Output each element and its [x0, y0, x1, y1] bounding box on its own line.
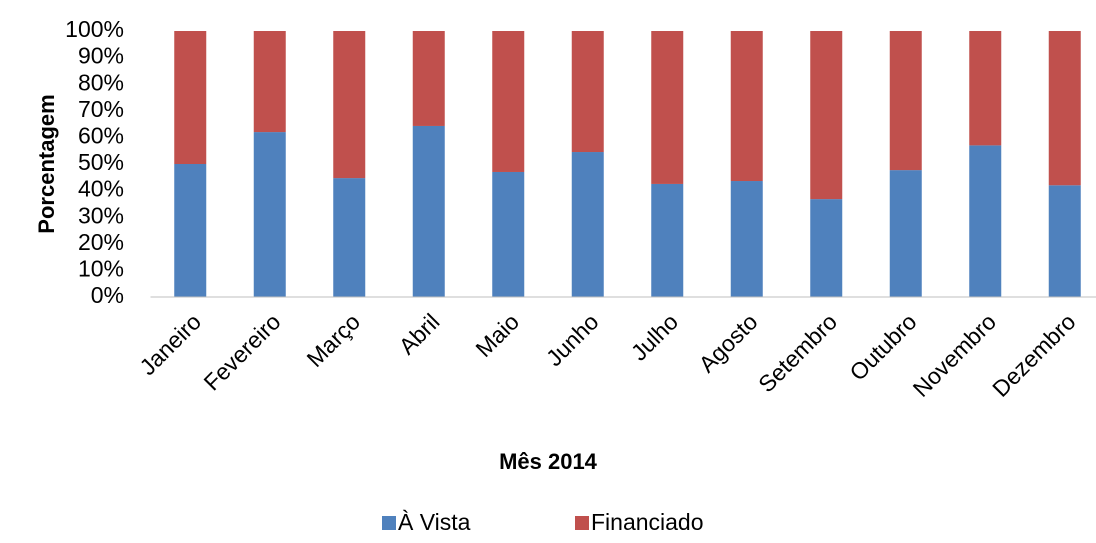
bar-segment [571, 152, 604, 297]
bar-segment [571, 31, 604, 153]
bar-segment [1048, 31, 1081, 186]
bar-segment [889, 170, 922, 297]
bar-segment [492, 171, 525, 297]
y-tick-label: 50% [78, 149, 124, 175]
y-tick-label: 40% [78, 176, 124, 202]
bar-segment [333, 31, 366, 179]
bar-segment [174, 164, 207, 297]
x-tick-label: Março [302, 308, 366, 372]
bar-segment [253, 132, 286, 297]
y-tick-label: 30% [78, 202, 124, 228]
x-tick-label: Maio [470, 308, 524, 362]
y-tick-label: 0% [91, 282, 124, 308]
legend-label: Financiado [591, 509, 704, 535]
bar-segment [412, 125, 445, 297]
y-tick-label: 100% [65, 16, 124, 42]
y-tick-label: 10% [78, 255, 124, 281]
bar-segment [1048, 185, 1081, 297]
bar-segment [730, 31, 763, 182]
bar-segment [333, 178, 366, 297]
x-tick-label: Agosto [694, 308, 763, 377]
x-tick-label: Junho [541, 308, 604, 371]
y-axis-title: Porcentagem [34, 94, 59, 233]
bar-segment [174, 31, 207, 164]
y-tick-label: 80% [78, 69, 124, 95]
bar-segment [651, 31, 684, 184]
y-tick-label: 60% [78, 122, 124, 148]
bar-segment [969, 31, 1002, 146]
x-axis-title: Mês 2014 [499, 449, 598, 474]
x-tick-label: Fevereiro [198, 308, 285, 395]
x-tick-label: Abril [394, 308, 445, 359]
bar-segment [889, 31, 922, 171]
y-tick-label: 70% [78, 96, 124, 122]
x-tick-label: Outubro [844, 308, 921, 385]
x-tick-label: Julho [626, 308, 683, 365]
legend-swatch [382, 516, 396, 530]
x-tick-label: Dezembro [987, 308, 1080, 401]
bar-segment [810, 31, 843, 200]
legend-label: À Vista [398, 509, 471, 535]
x-tick-label: Setembro [753, 308, 842, 397]
y-tick-label: 20% [78, 229, 124, 255]
x-tick-label: Janeiro [134, 308, 206, 380]
bar-segment [810, 199, 843, 297]
legend-swatch [575, 516, 589, 530]
bar-segment [651, 183, 684, 297]
bar-segment [730, 181, 763, 297]
bar-segment [253, 31, 286, 133]
bar-segment [492, 31, 525, 172]
bar-segment [969, 145, 1002, 297]
bar-segment [412, 31, 445, 126]
y-tick-label: 90% [78, 43, 124, 69]
x-tick-label: Novembro [908, 308, 1001, 401]
